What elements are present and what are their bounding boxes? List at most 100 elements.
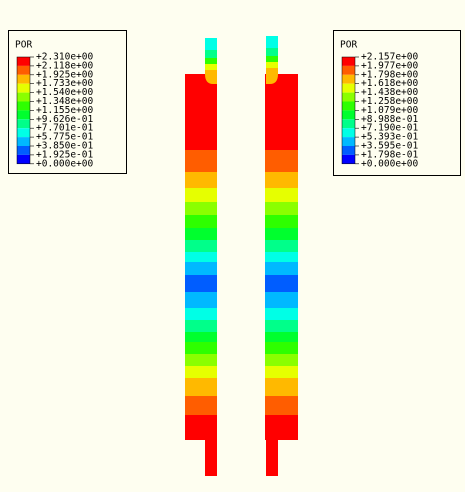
fillet (266, 74, 278, 84)
contour-band (185, 275, 217, 292)
stub-band (205, 50, 217, 58)
contour-band (265, 332, 298, 342)
contour-band (185, 262, 217, 275)
contour-band (185, 240, 217, 252)
contour-band (265, 396, 298, 415)
legend-label: +3.595e-01 (361, 141, 418, 152)
contour-band (265, 202, 298, 215)
legend-label: +2.157e+00 (361, 52, 418, 63)
stub-band (205, 70, 217, 74)
legend-swatch (342, 101, 355, 111)
contour-band (185, 354, 217, 366)
stub-band (205, 38, 217, 50)
legend-swatch (17, 65, 30, 75)
contour-band (185, 292, 217, 308)
legend-swatch (342, 110, 355, 120)
contour-band (185, 308, 217, 320)
stub-band (266, 56, 278, 62)
legend-swatch (342, 65, 355, 75)
legend-swatch (342, 146, 355, 155)
legend-label: +7.701e-01 (36, 123, 93, 134)
contour-band (185, 366, 217, 378)
legend-label: +3.850e-01 (36, 141, 93, 152)
contour-band (185, 150, 217, 172)
contour-band (185, 74, 217, 150)
contour-band (265, 252, 298, 262)
stub-band (266, 36, 278, 48)
stub-band (205, 440, 217, 476)
stub-band (205, 58, 217, 64)
legend-label: +0.000e+00 (36, 158, 93, 169)
contour-band (265, 308, 298, 320)
stub-band (266, 48, 278, 56)
contour-band (265, 172, 298, 188)
contour-band (265, 240, 298, 252)
legend-swatch (17, 83, 30, 93)
contour-band (265, 366, 298, 378)
fillet (205, 74, 217, 84)
contour-band (185, 332, 217, 342)
legend-swatch (342, 57, 355, 66)
contour-band (185, 378, 217, 396)
legend-label: +1.798e+00 (361, 69, 418, 80)
legend-title: POR (15, 40, 32, 51)
contour-band (265, 228, 298, 240)
legend-swatch (342, 92, 355, 102)
stub-band (266, 62, 278, 68)
contour-band (185, 396, 217, 415)
legend-label: +1.438e+00 (361, 87, 418, 98)
legend-label: +0.000e+00 (361, 158, 418, 169)
stub-band (266, 440, 278, 476)
legend-swatch (17, 137, 30, 146)
contour-band (265, 342, 298, 354)
contour-band (185, 342, 217, 354)
legend-label: +7.190e-01 (361, 123, 418, 134)
legend-label: +1.348e+00 (36, 96, 93, 107)
legend-swatch (17, 101, 30, 111)
stub-band (205, 64, 217, 70)
legend-swatch (17, 110, 30, 120)
legend-label: +1.925e-01 (36, 149, 93, 160)
contour-band (265, 262, 298, 275)
contour-band (265, 215, 298, 228)
contour-band (265, 378, 298, 396)
contour-band (185, 415, 217, 440)
contour-band (265, 354, 298, 366)
legend-label: +1.079e+00 (361, 105, 418, 116)
contour-band (185, 252, 217, 262)
contour-band (265, 188, 298, 202)
legend-swatch (17, 74, 30, 84)
legend-label: +1.155e+00 (36, 105, 93, 116)
legend-label: +5.393e-01 (361, 132, 418, 143)
legend-swatch (342, 137, 355, 146)
stub-band (266, 68, 278, 74)
legend-label: +1.618e+00 (361, 78, 418, 89)
legend-swatch (17, 154, 30, 164)
legend-swatch (342, 128, 355, 138)
contour-band (185, 320, 217, 332)
legend-label: +5.775e-01 (36, 132, 93, 143)
legend-swatch (342, 154, 355, 164)
contour-band (185, 215, 217, 228)
legend-title: POR (340, 40, 357, 51)
contour-band (265, 275, 298, 292)
legend-label: +1.977e+00 (361, 60, 418, 71)
model (185, 36, 298, 476)
contour-band (265, 320, 298, 332)
contour-band (265, 415, 298, 440)
contour-band (185, 188, 217, 202)
contour-band (265, 150, 298, 172)
legend-swatch (342, 119, 355, 129)
legend-label: +1.925e+00 (36, 69, 93, 80)
legend-label: +2.118e+00 (36, 60, 93, 71)
legend-label: +8.988e-01 (361, 114, 418, 125)
legend-label: +1.258e+00 (361, 96, 418, 107)
legend-swatch (17, 146, 30, 155)
legend-label: +1.733e+00 (36, 78, 93, 89)
legend-label: +1.540e+00 (36, 87, 93, 98)
legend-swatch (17, 128, 30, 138)
legend-swatch (342, 83, 355, 93)
contour-band (185, 172, 217, 188)
